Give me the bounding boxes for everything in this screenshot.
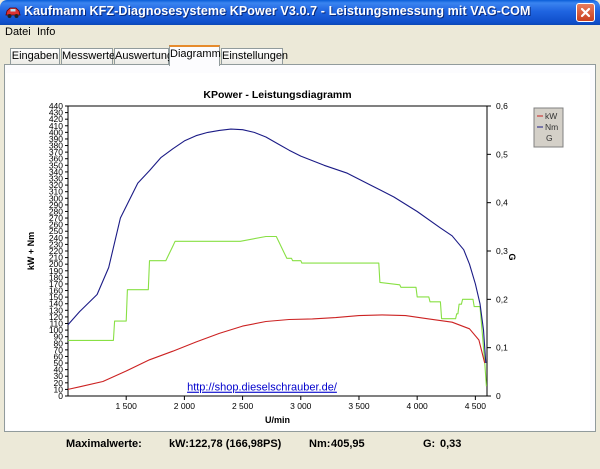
y2-axis-label: G [507, 253, 517, 260]
tab-auswertung[interactable]: Auswertung [114, 48, 174, 64]
y-tick-label: 340 [49, 167, 63, 177]
x-tick-label: 4 500 [465, 401, 487, 411]
website-link: http://shop.dieselschrauber.de/ [187, 382, 338, 394]
y-tick-label: 200 [49, 259, 63, 269]
y-tick-label: 270 [49, 213, 63, 223]
y-tick-label: 230 [49, 239, 63, 249]
y-tick-label: 190 [49, 266, 63, 276]
x-tick-label: 2 000 [174, 401, 196, 411]
menu-info[interactable]: Info [37, 26, 56, 38]
y-tick-label: 300 [49, 193, 63, 203]
tab-messwerte[interactable]: Messwerte [61, 48, 116, 64]
y-tick-label: 70 [54, 345, 64, 355]
y-tick-label: 180 [49, 272, 63, 282]
y-tick-label: 360 [49, 154, 63, 164]
y-tick-label: 370 [49, 147, 63, 157]
y-tick-label: 140 [49, 299, 63, 309]
y2-tick-label: 0,3 [496, 246, 508, 256]
y-tick-label: 170 [49, 279, 63, 289]
y-tick-label: 110 [49, 319, 63, 329]
legend-entry: G [546, 133, 553, 143]
app-car-icon [5, 7, 21, 18]
y2-tick-label: 0,1 [496, 343, 508, 353]
y-tick-label: 20 [54, 378, 64, 388]
y-axis-label: kW + Nm [26, 232, 36, 270]
y-tick-label: 330 [49, 174, 63, 184]
x-tick-label: 3 500 [348, 401, 370, 411]
y2-tick-label: 0,4 [496, 198, 508, 208]
y-tick-label: 40 [54, 365, 64, 375]
y-tick-label: 80 [54, 338, 64, 348]
tab-einstellungen[interactable]: Einstellungen [221, 48, 289, 64]
legend-entry: kW [545, 111, 557, 121]
max-g-label: G: [423, 438, 436, 450]
status-bar: Maximalwerte: kW: 122,78 (166,98PS) Nm: … [0, 433, 600, 469]
y-tick-label: 440 [49, 101, 63, 111]
chart-title: KPower - Leistungsdiagramm [203, 89, 351, 101]
max-nm-label: Nm: [309, 438, 331, 450]
y2-tick-label: 0,6 [496, 101, 508, 111]
y-tick-label: 320 [49, 180, 63, 190]
y-tick-label: 240 [49, 233, 63, 243]
plot-frame [67, 105, 488, 397]
window-title: Kaufmann KFZ-Diagnosesysteme KPower V3.0… [24, 4, 531, 18]
close-icon [580, 7, 591, 18]
tab-diagramm[interactable]: Diagramm [169, 45, 221, 66]
max-g-value: 0,33 [440, 438, 462, 450]
close-button[interactable] [576, 3, 595, 22]
y2-tick-label: 0 [496, 391, 501, 401]
y-tick-label: 0 [58, 391, 63, 401]
y-tick-label: 50 [54, 358, 64, 368]
chart-area: KPower - Leistungsdiagramm 0 10 20 30 40 50 60 7… [6, 73, 590, 430]
y-tick-label: 130 [49, 305, 63, 315]
y-tick-label: 160 [49, 286, 63, 296]
menu-bar: Datei Info [0, 25, 600, 41]
y-tick-label: 430 [49, 108, 63, 118]
tab-row: Eingaben Messwerte Auswertung Diagramm E… [4, 45, 596, 66]
y2-tick-label: 0,2 [496, 294, 508, 304]
y-tick-label: 150 [49, 292, 63, 302]
y-tick-label: 210 [49, 253, 63, 263]
max-nm-value: 405,95 [331, 438, 365, 450]
y-tick-label: 280 [49, 206, 63, 216]
legend-box [533, 107, 564, 148]
y-tick-label: 60 [54, 351, 64, 361]
y-tick-label: 250 [49, 226, 63, 236]
y-tick-label: 120 [49, 312, 63, 322]
tab-eingaben[interactable]: Eingaben [10, 48, 60, 64]
x-tick-label: 2 500 [232, 401, 254, 411]
title-bar[interactable]: Kaufmann KFZ-Diagnosesysteme KPower V3.0… [0, 0, 600, 25]
x-axis-label: U/min [265, 415, 290, 425]
y-tick-label: 380 [49, 141, 63, 151]
y-tick-label: 400 [49, 127, 63, 137]
y-tick-label: 410 [49, 121, 63, 131]
max-kw-value: 122,78 (166,98PS) [189, 438, 282, 450]
y-tick-label: 30 [54, 371, 64, 381]
x-tick-label: 1 500 [116, 401, 138, 411]
max-values-label: Maximalwerte: [66, 438, 142, 450]
y-tick-label: 350 [49, 160, 63, 170]
max-kw-label: kW: [169, 438, 189, 450]
y-tick-label: 220 [49, 246, 63, 256]
y2-tick-label: 0,5 [496, 149, 508, 159]
y-tick-label: 90 [54, 332, 64, 342]
x-tick-label: 4 000 [407, 401, 429, 411]
x-tick-label: 3 000 [290, 401, 312, 411]
y-tick-label: 390 [49, 134, 63, 144]
series-line-nm [67, 128, 487, 364]
legend-entry: Nm [545, 122, 558, 132]
y-tick-label: 100 [49, 325, 63, 335]
y-tick-label: 420 [49, 114, 63, 124]
y-tick-label: 10 [54, 384, 64, 394]
y-tick-label: 290 [49, 200, 63, 210]
series-line-g [68, 235, 487, 387]
power-chart: KPower - Leistungsdiagramm01020304050607… [26, 89, 564, 425]
series-line-kw [67, 314, 486, 390]
y-tick-label: 310 [49, 187, 63, 197]
y-tick-label: 260 [49, 220, 63, 230]
menu-datei[interactable]: Datei [5, 26, 31, 38]
